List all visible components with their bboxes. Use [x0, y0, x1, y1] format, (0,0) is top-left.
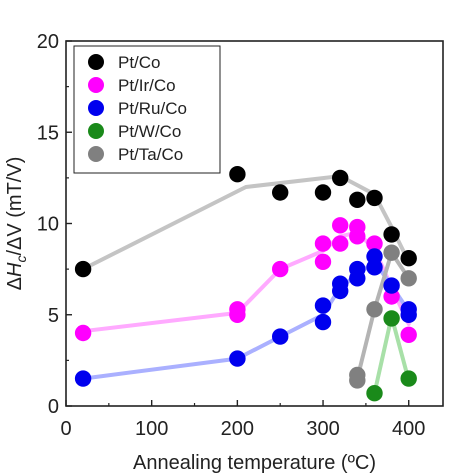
axis-ticks: 0 100 200 300 400 0 5 10 15 20 — [37, 31, 426, 440]
data-point-pt-co — [400, 250, 417, 267]
data-point-pt-co — [314, 184, 332, 201]
data-point-pt-ru-co — [383, 277, 400, 294]
data-point-pt-ru-co — [229, 350, 246, 367]
legend-label-pt-co: Pt/Co — [118, 53, 161, 72]
legend-marker-pt-ta-co — [88, 146, 104, 162]
data-point-pt-ta-co — [349, 366, 366, 384]
data-point-pt-ru-co — [314, 313, 332, 331]
y-tick-label: 15 — [37, 122, 59, 144]
data-point-pt-w-co — [400, 370, 417, 387]
series-line-pt-ta-co — [355, 250, 411, 381]
y-tick-label: 10 — [37, 214, 59, 236]
data-point-pt-ir-co — [349, 218, 366, 236]
legend-label-pt-ru-co: Pt/Ru/Co — [118, 99, 187, 118]
y-tick-label: 20 — [37, 31, 59, 53]
data-point-pt-ru-co — [349, 260, 366, 278]
y-tick-label: 5 — [48, 305, 59, 327]
data-point-pt-ta-co — [383, 244, 400, 261]
legend-marker-pt-co — [88, 54, 104, 70]
y-tick-label: 0 — [48, 396, 59, 418]
data-point-pt-ir-co — [400, 326, 417, 343]
x-tick-label: 300 — [306, 418, 339, 440]
y-axis-title: ΔHc/ΔV (mT/V) — [4, 157, 29, 291]
legend: Pt/Co Pt/Ir/Co Pt/Ru/Co Pt/W/Co Pt/Ta/Co — [73, 45, 221, 174]
data-point-pt-co — [349, 191, 366, 208]
data-point-pt-co — [332, 169, 349, 187]
data-point-pt-co — [74, 260, 92, 278]
data-point-pt-ir-co — [366, 235, 383, 252]
data-point-pt-ru-co — [400, 301, 417, 318]
legend-marker-pt-ir-co — [88, 77, 104, 93]
data-point-pt-ir-co — [332, 235, 349, 252]
legend-label-pt-ta-co: Pt/Ta/Co — [118, 145, 183, 164]
data-point-pt-co — [272, 184, 289, 201]
x-tick-label: 400 — [392, 418, 425, 440]
data-point-pt-ir-co — [332, 217, 349, 234]
x-axis-title: Annealing temperature (ºC) — [133, 452, 376, 474]
x-tick-label: 200 — [221, 418, 254, 440]
data-point-pt-ir-co — [314, 235, 332, 252]
data-point-pt-ir-co — [229, 301, 246, 318]
data-point-pt-ta-co — [366, 301, 383, 318]
x-tick-label: 100 — [135, 418, 168, 440]
data-point-pt-ir-co — [74, 324, 92, 342]
data-point-pt-ir-co — [314, 253, 332, 270]
data-point-pt-co — [366, 189, 383, 207]
data-point-pt-ta-co — [400, 270, 417, 287]
data-point-pt-ru-co — [332, 275, 349, 292]
legend-marker-pt-ru-co — [88, 100, 104, 116]
legend-marker-pt-w-co — [88, 123, 104, 139]
legend-label-pt-w-co: Pt/W/Co — [118, 122, 181, 141]
data-point-pt-co — [383, 226, 400, 243]
data-points — [74, 166, 417, 402]
data-point-pt-ru-co — [366, 248, 383, 265]
data-point-pt-w-co — [383, 310, 400, 327]
data-point-pt-ir-co — [272, 260, 289, 278]
data-point-pt-ru-co — [314, 297, 332, 314]
data-point-pt-ru-co — [74, 370, 92, 387]
x-tick-label: 0 — [60, 418, 71, 440]
data-point-pt-ru-co — [272, 328, 289, 345]
legend-label-pt-ir-co: Pt/Ir/Co — [118, 76, 176, 95]
data-point-pt-w-co — [366, 385, 383, 402]
data-point-pt-co — [229, 166, 246, 183]
